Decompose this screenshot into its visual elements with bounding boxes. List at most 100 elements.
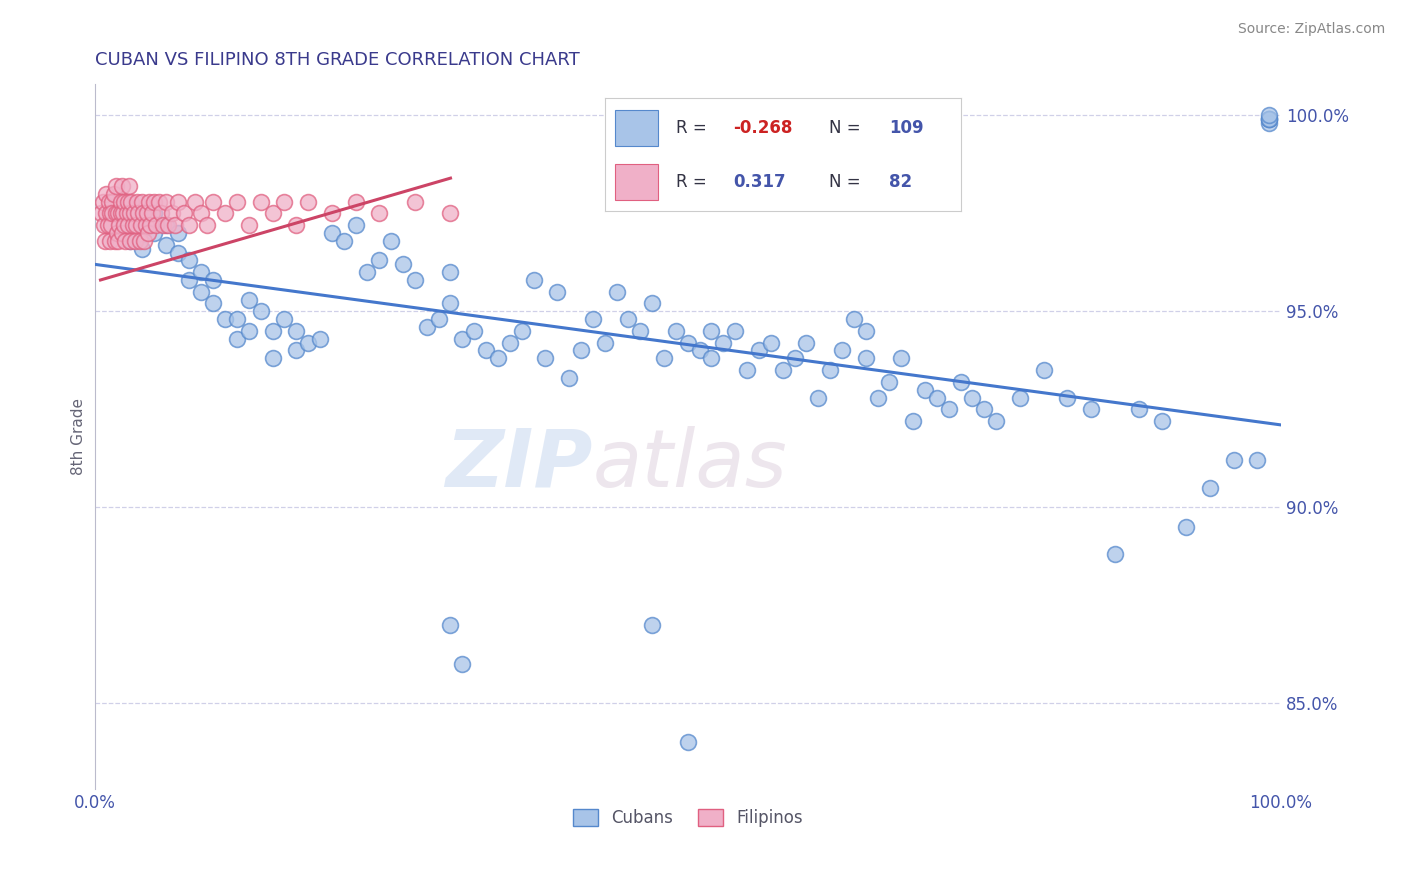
Point (1032, 363, 1054, 377)
Point (1104, 547, 1126, 561)
Point (155, 194, 177, 209)
Point (121, 218, 143, 232)
Point (202, 296, 225, 310)
Point (463, 324, 485, 338)
Point (404, 273, 426, 287)
Point (439, 296, 461, 310)
Point (129, 218, 152, 232)
Point (879, 375, 901, 389)
Point (606, 285, 628, 299)
Point (249, 194, 271, 209)
Point (127, 206, 149, 220)
Point (748, 343, 770, 358)
Point (112, 206, 135, 220)
Point (135, 206, 157, 220)
Point (842, 312, 865, 326)
Point (1258, 116, 1281, 130)
Point (475, 343, 498, 358)
Point (617, 312, 640, 326)
Point (131, 242, 153, 256)
Point (582, 312, 605, 326)
Point (98, 234, 121, 248)
Point (1258, 112, 1281, 127)
Point (155, 218, 177, 232)
Point (273, 312, 295, 326)
Point (427, 312, 450, 326)
Point (98, 206, 121, 220)
Point (392, 257, 415, 271)
Point (1222, 453, 1244, 467)
Point (107, 206, 129, 220)
Point (120, 194, 142, 209)
Point (100, 218, 122, 232)
Point (901, 414, 924, 428)
Point (238, 218, 260, 232)
Point (166, 245, 188, 260)
Point (122, 206, 145, 220)
Point (166, 226, 188, 240)
Point (152, 218, 174, 232)
Point (344, 218, 367, 232)
Point (105, 226, 128, 240)
Point (125, 218, 148, 232)
Point (356, 265, 378, 279)
Point (117, 194, 139, 209)
Point (226, 332, 249, 346)
Point (132, 206, 155, 220)
Point (962, 391, 984, 405)
Point (184, 194, 207, 209)
Point (142, 206, 165, 220)
Point (416, 320, 439, 334)
Point (914, 383, 936, 397)
Point (973, 402, 995, 417)
Point (652, 351, 675, 366)
Point (262, 206, 284, 220)
Point (818, 363, 841, 377)
Point (214, 312, 236, 326)
Point (114, 234, 136, 248)
Point (111, 226, 134, 240)
Point (142, 194, 165, 209)
Point (226, 312, 249, 326)
Point (179, 273, 201, 287)
Point (522, 273, 544, 287)
Point (439, 265, 461, 279)
Point (641, 617, 664, 632)
Point (1198, 481, 1220, 495)
Point (273, 194, 295, 209)
Text: CUBAN VS FILIPINO 8TH GRADE CORRELATION CHART: CUBAN VS FILIPINO 8TH GRADE CORRELATION … (94, 51, 579, 69)
Point (190, 285, 212, 299)
Point (238, 293, 260, 307)
Point (91, 194, 114, 209)
Point (97, 194, 120, 209)
Point (1008, 391, 1031, 405)
Point (131, 194, 153, 209)
Point (107, 226, 129, 240)
Point (499, 335, 522, 350)
Point (115, 206, 138, 220)
Point (700, 324, 723, 338)
Point (124, 234, 146, 248)
Point (1152, 414, 1174, 428)
Point (112, 194, 135, 209)
Point (1080, 402, 1102, 417)
Point (127, 194, 149, 209)
Point (179, 218, 201, 232)
Point (202, 194, 225, 209)
Point (150, 206, 173, 220)
Point (117, 218, 139, 232)
Point (772, 363, 794, 377)
Point (855, 324, 877, 338)
Point (1056, 391, 1078, 405)
Point (179, 253, 201, 268)
Point (925, 391, 948, 405)
Point (285, 343, 308, 358)
Point (118, 178, 141, 193)
Point (1258, 112, 1281, 127)
Point (486, 351, 509, 366)
Point (783, 351, 806, 366)
Point (807, 391, 830, 405)
Point (285, 324, 308, 338)
Point (103, 186, 125, 201)
Point (546, 285, 568, 299)
